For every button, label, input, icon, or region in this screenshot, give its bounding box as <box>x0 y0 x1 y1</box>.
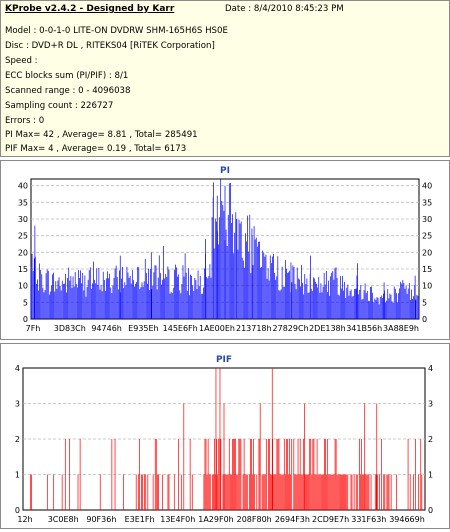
pi-xtick: 94746h <box>91 324 122 333</box>
pif-ytick-right: 4 <box>428 364 433 373</box>
pi-xtick: 1AE00Eh <box>199 324 235 333</box>
info-pi-stats: PI Max= 42 , Average= 8.81 , Total= 2854… <box>5 130 198 140</box>
pif-xtick: 2CD9E7h <box>312 515 349 524</box>
pif-ytick-right: 1 <box>428 471 433 480</box>
pi-ytick-right: 20 <box>422 248 432 257</box>
pi-ytick-right: 30 <box>422 215 432 224</box>
info-errors: Errors : 0 <box>5 116 45 126</box>
pif-xtick: 90F36h <box>86 515 116 524</box>
pi-ytick-right: 35 <box>422 198 432 207</box>
pif-ytick-left: 0 <box>15 506 20 515</box>
pi-chart: PI 0 0 5 5 10 10 15 15 20 20 25 25 30 30 35 35 40 40 7Fh 3D8… <box>18 166 432 333</box>
pi-ytick-left: 20 <box>18 248 28 257</box>
pi-xtick: E935Eh <box>128 324 158 333</box>
pi-ytick-left: 40 <box>18 182 28 191</box>
pif-xtick: 12h <box>17 515 32 524</box>
pif-xtick: E3E1Fh <box>125 515 155 524</box>
info-model: Model : 0-0-1-0 LITE-ON DVDRW SHM-165H6S… <box>5 26 228 36</box>
pif-ytick-left: 4 <box>15 364 20 373</box>
pi-ytick-left: 35 <box>18 198 28 207</box>
pif-chart-panel: PIF 0 0 1 1 2 2 3 3 4 4 12h 3C0E8h 90F36h E3E1Fh 13E4F0… <box>0 343 450 529</box>
pi-title: PI <box>220 166 230 176</box>
pif-xtick: 3C0E8h <box>48 515 79 524</box>
info-sampling: Sampling count : 226727 <box>5 101 114 111</box>
pif-ytick-right: 0 <box>428 506 433 515</box>
pi-xtick: 3D83Ch <box>54 324 86 333</box>
info-disc: Disc : DVD+R DL , RITEKS04 [RiTEK Corpor… <box>5 41 215 51</box>
scan-date: Date : 8/4/2010 8:45:23 PM <box>225 4 344 14</box>
info-panel: KProbe v2.4.2 - Designed by Karr Date : … <box>0 0 450 157</box>
pi-ytick-right: 40 <box>422 182 432 191</box>
pif-xtick: 1A29F0h <box>198 515 234 524</box>
pif-title: PIF <box>216 355 232 365</box>
pif-xtick: 331F63h <box>351 515 386 524</box>
app-title: KProbe v2.4.2 - Designed by Karr <box>5 4 175 14</box>
pi-ytick-right: 5 <box>422 298 427 307</box>
pi-xtick: 341B56h <box>346 324 382 333</box>
info-ecc: ECC blocks sum (PI/PIF) : 8/1 <box>5 71 129 81</box>
pi-ytick-right: 15 <box>422 265 432 274</box>
pif-xtick: 394669h <box>389 515 425 524</box>
pi-ytick-left: 30 <box>18 215 28 224</box>
info-pif-stats: PIF Max= 4 , Average= 0.19 , Total= 6173 <box>5 144 187 154</box>
pif-xtick: 13E4F0h <box>160 515 195 524</box>
pi-ytick-left: 0 <box>23 315 28 324</box>
pi-xtick: 27829Ch <box>273 324 309 333</box>
pi-ytick-right: 25 <box>422 232 432 241</box>
pif-bars <box>30 368 423 510</box>
pi-ytick-left: 25 <box>18 232 28 241</box>
pif-xtick: 208F80h <box>237 515 272 524</box>
pif-xtick: 2694F3h <box>275 515 310 524</box>
pi-chart-panel: PI 0 0 5 5 10 10 15 15 20 20 25 25 30 30 35 35 40 40 7Fh 3D8… <box>0 160 450 340</box>
info-range: Scanned range : 0 - 4096038 <box>5 86 131 96</box>
pi-xtick: 145E6Fh <box>163 324 198 333</box>
pi-ytick-right: 10 <box>422 282 432 291</box>
pi-ytick-left: 10 <box>18 282 28 291</box>
pi-xtick: 7Fh <box>26 324 41 333</box>
pi-ytick-right: 0 <box>422 315 427 324</box>
pi-ytick-left: 5 <box>23 298 28 307</box>
pif-ytick-left: 1 <box>15 471 20 480</box>
pi-xtick: 213718h <box>236 324 272 333</box>
pi-ytick-left: 15 <box>18 265 28 274</box>
pi-xtick: 2DE138h <box>309 324 346 333</box>
pi-bars <box>30 179 420 319</box>
pif-ytick-left: 3 <box>15 400 20 409</box>
pi-xtick: 3A88E9h <box>383 324 419 333</box>
info-speed: Speed : <box>5 56 38 66</box>
pif-ytick-right: 2 <box>428 435 433 444</box>
pif-ytick-left: 2 <box>15 435 20 444</box>
pif-chart: PIF 0 0 1 1 2 2 3 3 4 4 12h 3C0E8h 90F36h E3E1Fh 13E4F0… <box>15 355 433 524</box>
pif-ytick-right: 3 <box>428 400 433 409</box>
